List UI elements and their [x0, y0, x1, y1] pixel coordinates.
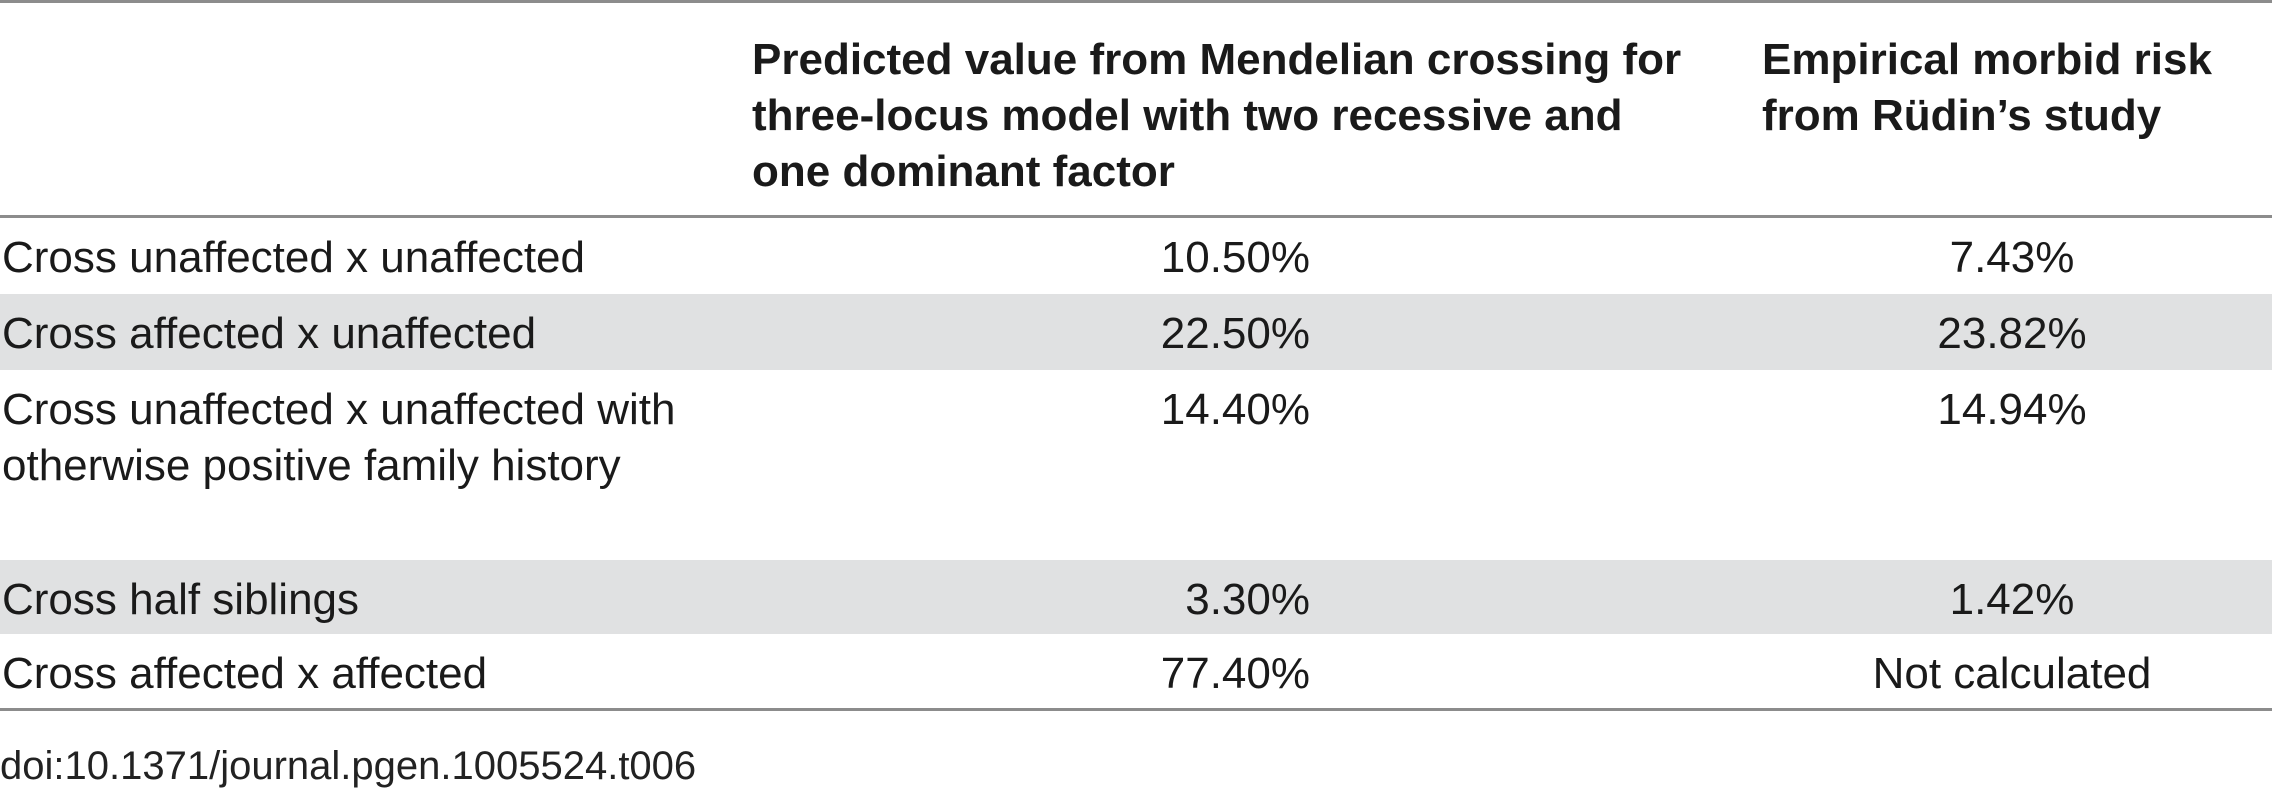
- row-label: Cross unaffected x unaffected with other…: [2, 385, 676, 490]
- table-row: Cross unaffected x unaffected with other…: [0, 370, 2272, 560]
- empirical-value: 14.94%: [1937, 385, 2087, 434]
- empirical-value: 23.82%: [1937, 309, 2087, 358]
- empirical-value: 7.43%: [1949, 233, 2075, 282]
- doi-caption: doi:10.1371/journal.pgen.1005524.t006: [0, 744, 697, 788]
- row-label: Cross unaffected x unaffected: [2, 233, 585, 282]
- row-label: Cross half siblings: [2, 575, 360, 624]
- column-header-predicted: Predicted value from Mendelian crossing …: [752, 35, 1682, 196]
- row-label: Cross affected x affected: [2, 649, 488, 698]
- column-header-empirical: Empirical morbid risk from Rüdin’s study: [1762, 35, 2212, 140]
- empirical-value: Not calculated: [1872, 649, 2152, 698]
- empirical-value: 1.42%: [1949, 575, 2075, 624]
- table-row: Cross unaffected x unaffected 10.50% 7.4…: [0, 218, 2272, 294]
- table-bottom-rule: [0, 708, 2272, 711]
- predicted-value: 22.50%: [1160, 309, 1310, 358]
- table-top-rule: [0, 0, 2272, 3]
- table-row: Cross half siblings 3.30% 1.42%: [0, 560, 2272, 634]
- predicted-value: 14.40%: [1160, 385, 1310, 434]
- predicted-value: 3.30%: [1185, 575, 1310, 624]
- predicted-value: 10.50%: [1160, 233, 1310, 282]
- table-row: Cross affected x unaffected 22.50% 23.82…: [0, 294, 2272, 370]
- table-row: Cross affected x affected 77.40% Not cal…: [0, 634, 2272, 708]
- header-divider-rule: [0, 215, 2272, 218]
- row-label: Cross affected x unaffected: [2, 309, 537, 358]
- predicted-value: 77.40%: [1160, 649, 1310, 698]
